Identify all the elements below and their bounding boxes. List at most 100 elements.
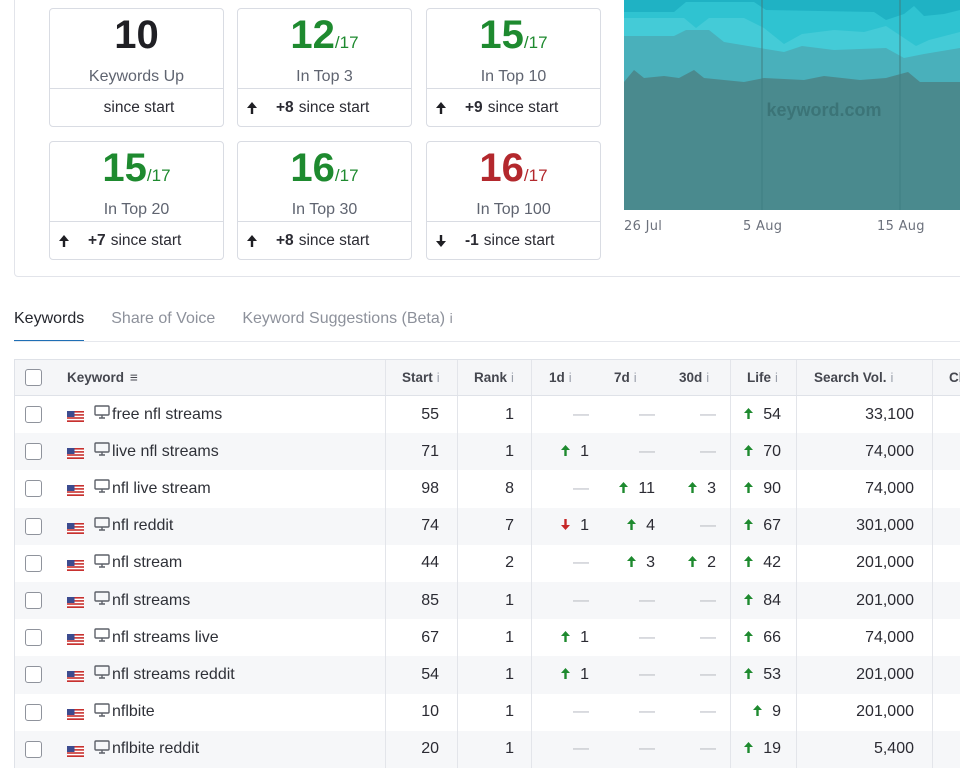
rank-change: 9 bbox=[753, 703, 781, 721]
table-row[interactable]: nflbite reddit 20 1 — — — 19 5,400 bbox=[15, 730, 960, 768]
rank-change: 1 bbox=[561, 666, 589, 684]
keyword-text[interactable]: nfl reddit bbox=[112, 517, 174, 535]
row-checkbox[interactable] bbox=[24, 517, 42, 535]
keyword-cell[interactable]: nfl streams reddit bbox=[51, 656, 386, 694]
table-row[interactable]: nfl live stream 98 8 — 11 3 90 74,000 bbox=[15, 470, 960, 508]
change-life-cell: 90 bbox=[731, 470, 797, 508]
row-checkbox[interactable] bbox=[24, 703, 42, 721]
keyword-text[interactable]: nflbite reddit bbox=[112, 740, 200, 758]
row-checkbox[interactable] bbox=[24, 666, 42, 684]
arrow-up-icon bbox=[744, 667, 754, 682]
header-30d[interactable]: 30d i bbox=[665, 360, 731, 395]
table-row[interactable]: nflbite 10 1 — — — 9 201,000 bbox=[15, 693, 960, 731]
keyword-text[interactable]: nfl streams bbox=[112, 591, 191, 609]
change-30d-cell: — bbox=[665, 656, 731, 694]
info-icon[interactable]: i bbox=[511, 370, 514, 385]
row-checkbox[interactable] bbox=[24, 629, 42, 647]
start-cell: 85 bbox=[386, 581, 458, 620]
info-icon[interactable]: i bbox=[568, 370, 572, 385]
no-change-dash: — bbox=[700, 517, 716, 535]
keyword-text[interactable]: nfl streams reddit bbox=[112, 665, 235, 683]
start-cell: 55 bbox=[386, 396, 458, 434]
header-7d[interactable]: 7d i bbox=[599, 360, 665, 395]
keyword-text[interactable]: live nfl streams bbox=[112, 442, 219, 460]
change-30d-cell: 2 bbox=[665, 544, 731, 582]
table-row[interactable]: nfl reddit 74 7 1 4 — 67 301,000 bbox=[15, 507, 960, 545]
search-volume-cell: 201,000 bbox=[797, 656, 933, 694]
change-1d-cell: 1 bbox=[532, 656, 599, 693]
rank-change: 67 bbox=[744, 517, 781, 535]
keyword-text[interactable]: free nfl streams bbox=[112, 405, 223, 423]
keyword-cell[interactable]: nflbite reddit bbox=[51, 730, 386, 768]
keyword-text[interactable]: nfl stream bbox=[112, 554, 183, 572]
table-row[interactable]: free nfl streams 55 1 — — — 54 33,100 bbox=[15, 396, 960, 434]
change-30d-cell: — bbox=[665, 619, 731, 657]
table-body: free nfl streams 55 1— — —54 33,100 live nfl s… bbox=[15, 396, 960, 768]
change-value: 11 bbox=[638, 479, 655, 497]
change-7d-cell: — bbox=[599, 396, 665, 433]
card-footer: +8 since start bbox=[238, 89, 411, 126]
header-rank[interactable]: Rank i bbox=[458, 360, 532, 395]
keyword-cell[interactable]: nfl streams bbox=[51, 581, 386, 620]
arrow-up-icon bbox=[753, 705, 763, 719]
header-cl[interactable]: Cl bbox=[933, 360, 960, 395]
header-keyword[interactable]: Keyword ≡ bbox=[51, 360, 386, 395]
keyword-cell[interactable]: nfl reddit bbox=[51, 507, 386, 545]
table-row[interactable]: nfl streams 85 1 — — — 84 201,000 bbox=[15, 581, 960, 620]
header-1d[interactable]: 1d i bbox=[532, 360, 599, 395]
header-search-volume[interactable]: Search Vol. i bbox=[797, 360, 933, 395]
desktop-monitor-icon bbox=[94, 665, 110, 684]
row-checkbox[interactable] bbox=[24, 406, 42, 424]
info-icon[interactable]: i bbox=[890, 370, 894, 385]
info-icon[interactable]: i bbox=[775, 370, 778, 385]
change-7d-cell: — bbox=[599, 619, 665, 656]
row-checkbox[interactable] bbox=[24, 740, 42, 758]
card-value: 15 bbox=[102, 146, 147, 190]
keyword-cell[interactable]: free nfl streams bbox=[51, 396, 386, 434]
no-change-dash: — bbox=[573, 405, 589, 423]
keyword-cell[interactable]: nfl streams live bbox=[51, 619, 386, 657]
keyword-cell[interactable]: nfl live stream bbox=[51, 470, 386, 508]
info-icon[interactable]: i bbox=[706, 370, 710, 385]
header-life[interactable]: Life i bbox=[731, 360, 797, 395]
row-checkbox[interactable] bbox=[24, 554, 42, 572]
row-checkbox[interactable] bbox=[24, 592, 42, 610]
keyword-cell[interactable]: nfl stream bbox=[51, 544, 386, 582]
keyword-text[interactable]: nflbite bbox=[112, 703, 155, 721]
select-all-checkbox[interactable] bbox=[24, 369, 42, 386]
keyword-cell[interactable]: live nfl streams bbox=[51, 433, 386, 471]
rank-change: 11 bbox=[619, 480, 655, 498]
keyword-text[interactable]: nfl live stream bbox=[112, 479, 211, 497]
row-checkbox[interactable] bbox=[24, 443, 42, 461]
table-row[interactable]: live nfl streams 71 1 1— —70 74,000 bbox=[15, 433, 960, 471]
change-7d-cell: 4 bbox=[599, 508, 665, 545]
keyword-text[interactable]: nfl streams live bbox=[112, 628, 219, 646]
no-change-dash: — bbox=[573, 703, 589, 721]
change-life-cell: 9 bbox=[731, 693, 797, 731]
change-life-cell: 19 bbox=[731, 730, 797, 768]
card-value: 15 bbox=[479, 13, 524, 57]
header-label: Rank bbox=[474, 370, 508, 385]
info-icon[interactable]: i bbox=[633, 370, 637, 385]
tab-keywords[interactable]: Keywords bbox=[14, 302, 85, 342]
sort-icon[interactable]: ≡ bbox=[130, 370, 138, 385]
change-1d-cell: — bbox=[532, 694, 599, 731]
change-life-cell: 53 bbox=[731, 656, 797, 694]
info-icon[interactable]: i bbox=[449, 310, 453, 326]
keyword-cell[interactable]: nflbite bbox=[51, 693, 386, 731]
table-row[interactable]: nfl stream 44 2—3 2 42 201,000 bbox=[15, 544, 960, 582]
tab-share-of-voice[interactable]: Share of Voice bbox=[111, 302, 215, 342]
search-volume-cell: 201,000 bbox=[797, 581, 933, 620]
row-checkbox[interactable] bbox=[24, 480, 42, 498]
table-row[interactable]: nfl streams live 67 1 1— —66 74,000 bbox=[15, 619, 960, 657]
tab-keyword-suggestions[interactable]: Keyword Suggestions (Beta) i bbox=[242, 302, 452, 342]
change-1d-cell: — bbox=[532, 396, 599, 433]
header-start[interactable]: Start i bbox=[386, 360, 458, 395]
table-row[interactable]: nfl streams reddit 54 1 1— —53 201,000 bbox=[15, 656, 960, 694]
info-icon[interactable]: i bbox=[436, 370, 440, 385]
change-value: 53 bbox=[763, 665, 781, 683]
tab-label: Share of Voice bbox=[111, 310, 216, 327]
card-footer-text: since start bbox=[110, 231, 182, 249]
rank-cell: 1 bbox=[458, 396, 532, 434]
rank-change: 1 bbox=[561, 443, 589, 461]
